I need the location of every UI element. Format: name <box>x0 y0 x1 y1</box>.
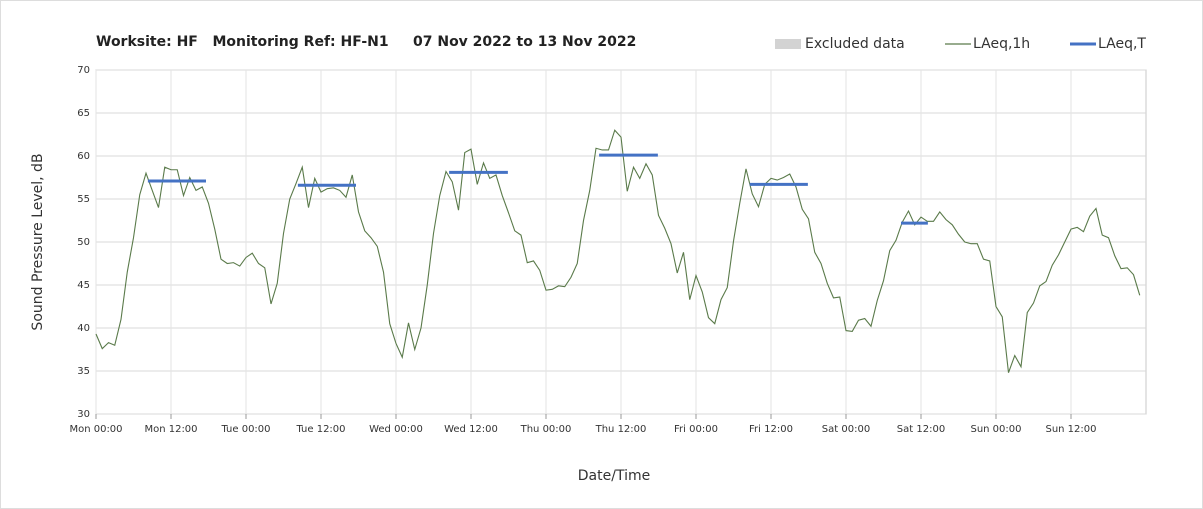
x-tick-label: Sun 12:00 <box>1045 424 1096 435</box>
x-tick-label: Wed 00:00 <box>369 424 423 435</box>
x-tick-label: Sun 00:00 <box>970 424 1021 435</box>
x-tick-label: Wed 12:00 <box>444 424 498 435</box>
y-axis-label: Sound Pressure Level, dB <box>30 153 46 330</box>
y-tick-label: 30 <box>77 409 90 420</box>
y-tick-label: 40 <box>77 323 90 334</box>
x-tick-label: Mon 00:00 <box>69 424 122 435</box>
x-tick-label: Tue 00:00 <box>220 424 270 435</box>
legend-swatch <box>775 39 801 49</box>
legend-label: LAeq,T <box>1098 36 1146 52</box>
x-tick-label: Tue 12:00 <box>295 424 345 435</box>
y-tick-label: 60 <box>77 151 90 162</box>
x-tick-label: Fri 00:00 <box>674 424 718 435</box>
legend-label: LAeq,1h <box>973 36 1030 52</box>
x-tick-label: Sat 12:00 <box>897 424 945 435</box>
line-series <box>95 129 1141 373</box>
x-axis-label: Date/Time <box>578 468 650 484</box>
y-tick-label: 55 <box>77 194 90 205</box>
x-tick-label: Thu 00:00 <box>520 424 572 435</box>
x-tick-label: Fri 12:00 <box>749 424 793 435</box>
x-tick-label: Sat 00:00 <box>822 424 870 435</box>
y-tick-label: 50 <box>77 237 90 248</box>
y-tick-label: 35 <box>77 366 90 377</box>
legend-label: Excluded data <box>805 36 905 52</box>
chart-title: Worksite: HF Monitoring Ref: HF-N1 07 No… <box>96 34 636 50</box>
x-tick-label: Mon 12:00 <box>144 424 197 435</box>
y-tick-label: 45 <box>77 280 90 291</box>
y-tick-label: 70 <box>77 65 90 76</box>
y-tick-label: 65 <box>77 108 90 119</box>
x-tick-label: Thu 12:00 <box>595 424 647 435</box>
